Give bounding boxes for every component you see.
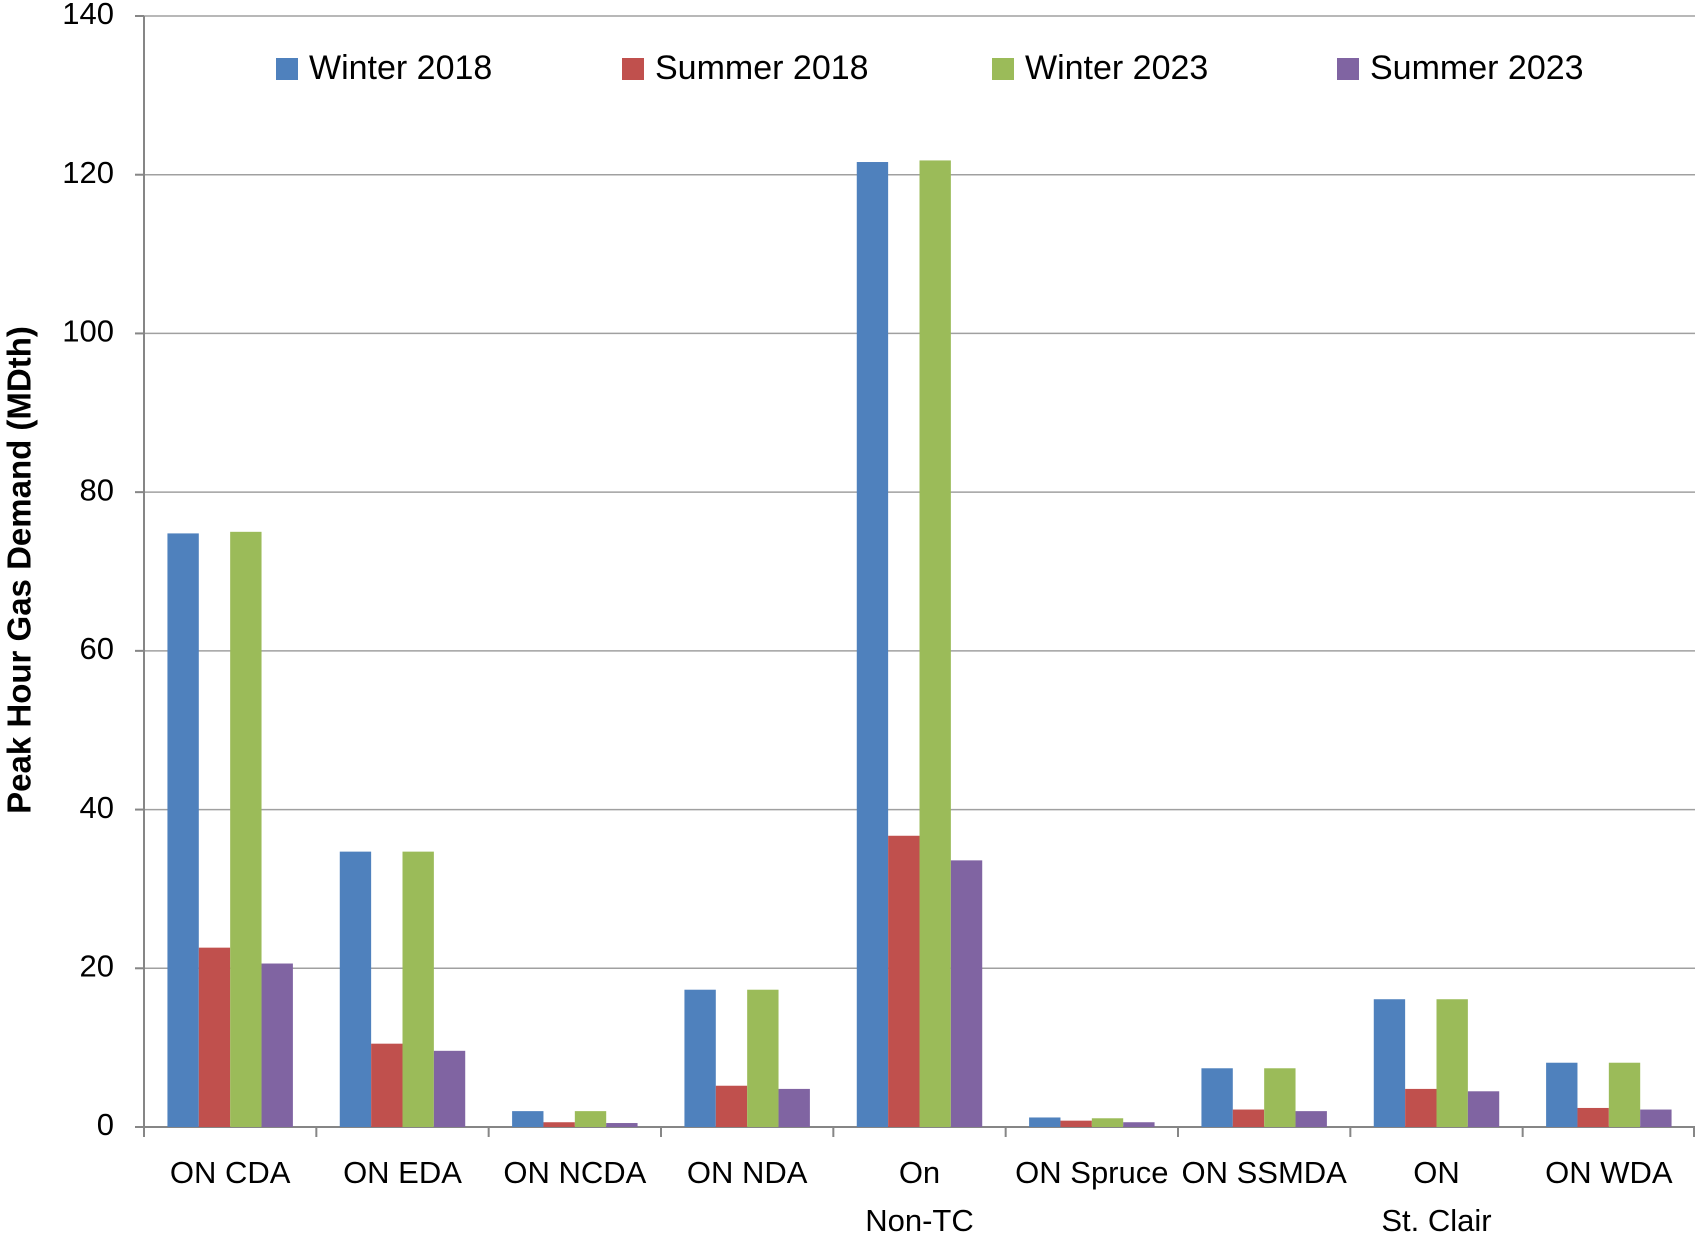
y-tick-label: 140 (62, 0, 114, 31)
bar (1264, 1068, 1296, 1127)
legend-label: Summer 2018 (655, 49, 869, 87)
bar (1436, 999, 1468, 1127)
bar (543, 1122, 575, 1127)
x-tick-label: ON NCDA (503, 1155, 646, 1190)
bar (1577, 1107, 1609, 1127)
legend-label: Winter 2023 (1025, 49, 1208, 87)
y-tick-label: 60 (80, 631, 114, 666)
bar (1201, 1068, 1233, 1127)
bar (950, 860, 983, 1127)
bar (1029, 1117, 1061, 1127)
x-tick-label: ON (1413, 1155, 1460, 1190)
bar (606, 1123, 638, 1127)
bar (919, 160, 951, 1127)
bar (1608, 1062, 1641, 1127)
legend-swatch (622, 58, 644, 80)
y-tick-label: 80 (80, 472, 114, 507)
bar (888, 835, 920, 1127)
bar (1373, 999, 1406, 1127)
bar (167, 533, 199, 1127)
bar (684, 989, 716, 1127)
bar (1295, 1111, 1327, 1127)
bar (433, 1050, 466, 1127)
bar (1060, 1120, 1092, 1127)
bar (1405, 1088, 1437, 1127)
bar (778, 1088, 810, 1127)
legend-label: Winter 2018 (309, 49, 492, 87)
x-tick-label: On (899, 1155, 940, 1190)
legend-swatch (1337, 58, 1359, 80)
y-tick-label: 100 (62, 314, 114, 349)
y-tick-label: 40 (80, 790, 114, 825)
bar (230, 531, 262, 1127)
bar (1546, 1062, 1578, 1127)
legend-swatch (992, 58, 1014, 80)
y-tick-label: 20 (80, 948, 114, 983)
bar (198, 947, 231, 1127)
x-tick-label: St. Clair (1381, 1203, 1491, 1237)
legend-label: Summer 2023 (1370, 49, 1584, 87)
bar (402, 851, 434, 1127)
bar (1467, 1091, 1500, 1127)
x-tick-label: Non-TC (865, 1203, 974, 1237)
x-tick-label: ON Spruce (1015, 1155, 1168, 1190)
x-tick-label: ON WDA (1545, 1155, 1673, 1190)
bar (1232, 1109, 1265, 1127)
bar (339, 851, 372, 1127)
bar (1640, 1109, 1672, 1127)
bar (1123, 1122, 1155, 1127)
y-tick-label: 0 (97, 1107, 114, 1142)
bar (574, 1111, 607, 1127)
bar (856, 162, 889, 1127)
y-axis-label: Peak Hour Gas Demand (MDth) (1, 326, 38, 814)
bar (715, 1085, 748, 1127)
legend-swatch (276, 58, 298, 80)
x-tick-label: ON CDA (170, 1155, 291, 1190)
bar (1091, 1118, 1124, 1127)
bar (371, 1043, 403, 1127)
bar (747, 989, 779, 1127)
x-tick-label: ON NDA (687, 1155, 808, 1190)
x-tick-label: ON EDA (343, 1155, 462, 1190)
bar (512, 1111, 544, 1127)
y-tick-label: 120 (62, 155, 114, 190)
x-tick-label: ON SSMDA (1181, 1155, 1347, 1190)
bar (261, 963, 293, 1127)
